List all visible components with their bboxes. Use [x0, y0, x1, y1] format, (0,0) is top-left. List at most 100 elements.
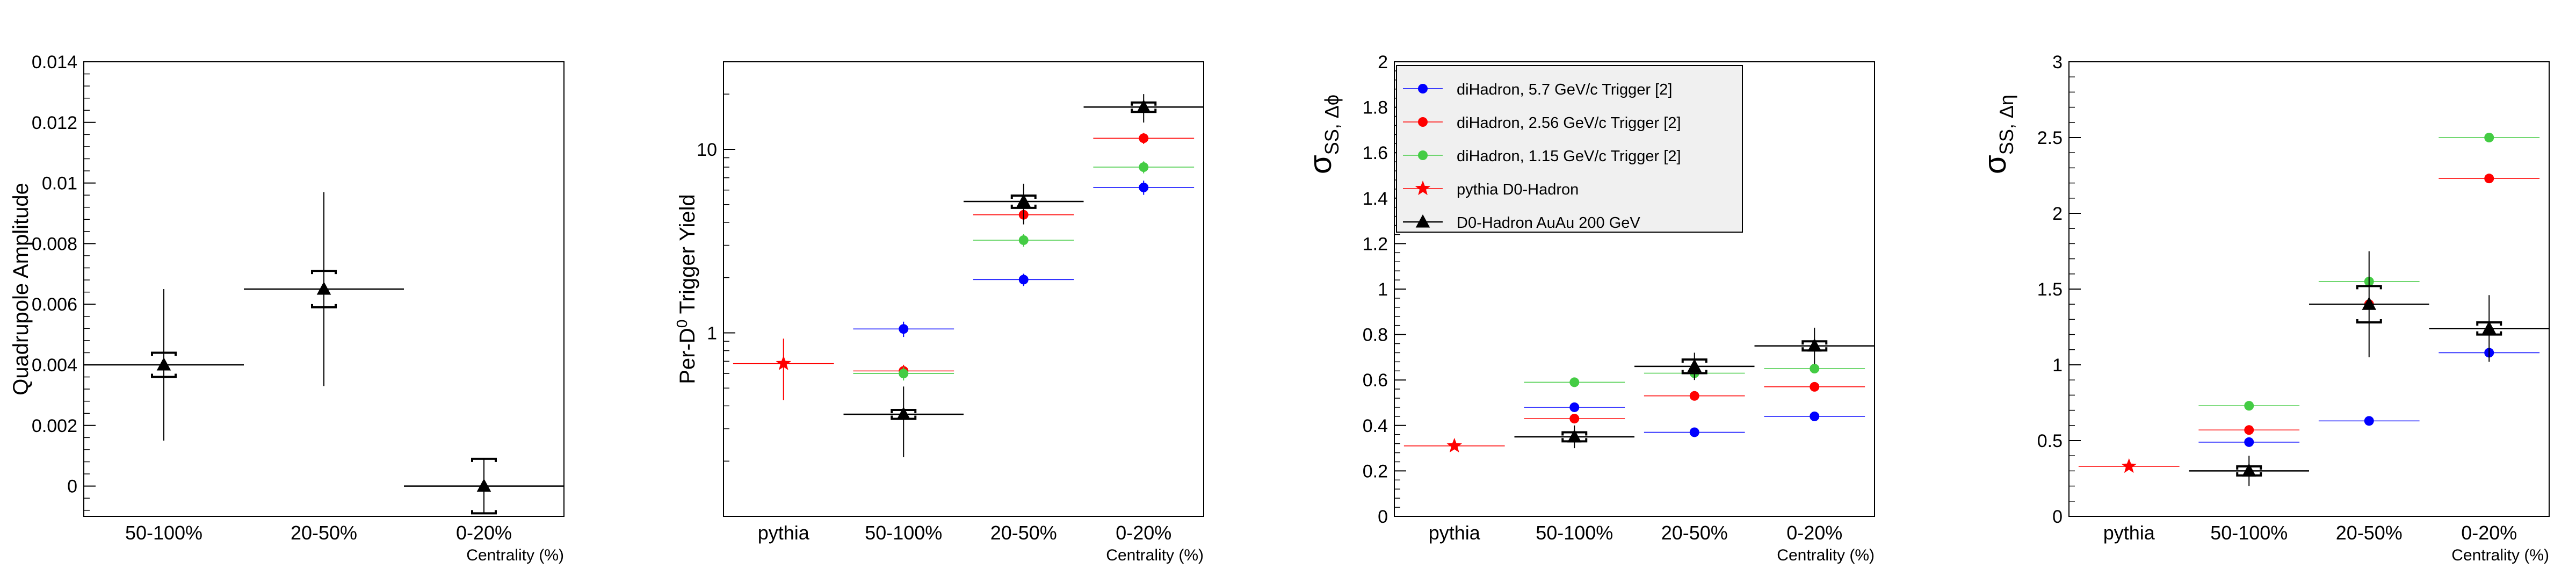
- legend: diHadron, 5.7 GeV/c Trigger [2] diHadron,…: [1396, 65, 1743, 233]
- x-category-label: 20-50%: [1661, 522, 1728, 544]
- data-point-circle: [1418, 150, 1428, 160]
- y-tick-label: 0.002: [32, 416, 77, 436]
- data-point-circle: [1139, 162, 1149, 172]
- data-point-circle: [2364, 416, 2374, 426]
- data-point-triangle: [2362, 297, 2377, 310]
- x-category-label: pythia: [2103, 522, 2155, 544]
- x-category-label: 20-50%: [990, 522, 1057, 544]
- data-point-circle: [1810, 364, 1820, 374]
- series-layer: [1403, 327, 1875, 452]
- x-category-label: 0-20%: [1786, 522, 1842, 544]
- x-category-label: 20-50%: [2336, 522, 2403, 544]
- data-point-triangle: [156, 357, 171, 371]
- y-tick-label: 2: [1378, 52, 1388, 73]
- x-categories: pythia 50-100% 20-50% 0-20%: [758, 522, 1172, 544]
- y-tick-label: 1: [707, 323, 717, 343]
- data-point-star: [1446, 437, 1462, 452]
- legend-box: [1396, 65, 1743, 233]
- y-tick-label: 0.6: [1363, 370, 1388, 391]
- y-ticks: 0 0.002 0.004 0.006 0.008 0.01 0.012 0.014: [32, 52, 96, 511]
- plot-frame: [723, 61, 1204, 517]
- x-category-label: pythia: [1429, 522, 1481, 544]
- data-point-star: [2121, 458, 2137, 473]
- sys-error-bracket: [471, 457, 497, 515]
- data-point-circle: [1810, 381, 1820, 392]
- data-point-circle: [1810, 411, 1820, 421]
- y-tick-label: 0.004: [32, 355, 77, 376]
- x-category-label: 50-100%: [125, 522, 202, 544]
- data-point-circle: [2244, 401, 2254, 411]
- x-categories: pythia 50-100% 20-50% 0-20%: [1429, 522, 1843, 544]
- legend-label: diHadron, 1.15 GeV/c Trigger [2]: [1457, 148, 1681, 165]
- data-point-triangle: [476, 478, 491, 492]
- data-point-circle: [1018, 275, 1029, 285]
- y-axis-title: Per-D0 Trigger Yield: [674, 194, 699, 384]
- x-axis-title: Centrality (%): [2451, 546, 2549, 564]
- data-point-circle: [1418, 117, 1428, 127]
- panel-sigma-dphi: σSS, Δϕ Centrality (%) 0 0.2 0.4 0.6 0.8 1 1.2…: [1303, 52, 1875, 564]
- x-category-label: 20-50%: [291, 522, 357, 544]
- plot-frame: [2068, 61, 2550, 517]
- legend-label: diHadron, 5.7 GeV/c Trigger [2]: [1457, 81, 1672, 98]
- data-point-circle: [1569, 402, 1580, 412]
- y-tick-label: 2: [2052, 204, 2063, 224]
- x-category-label: 0-20%: [1116, 522, 1171, 544]
- y-tick-label: 0.4: [1363, 416, 1388, 436]
- data-point-circle: [1569, 414, 1580, 424]
- data-point-circle: [1018, 235, 1029, 245]
- x-categories: pythia 50-100% 20-50% 0-20%: [2103, 522, 2517, 544]
- panel-quadrupole: Quadrupole Amplitude Centrality (%) 0 0.0…: [9, 52, 565, 564]
- panel-trigger-yield: Per-D0 Trigger Yield Centrality (%) 110 …: [674, 61, 1204, 564]
- y-tick-label: 0: [1378, 507, 1388, 527]
- panel-sigma-deta: σSS, Δη Centrality (%) 0 0.5 1 1.5 2 2.5 3 pyt…: [1978, 52, 2550, 564]
- x-category-label: 0-20%: [2461, 522, 2517, 544]
- x-axis-title: Centrality (%): [1777, 546, 1875, 564]
- data-point-triangle: [1415, 214, 1430, 228]
- y-tick-label: 1: [2052, 355, 2063, 376]
- y-tick-label: 1.6: [1363, 143, 1388, 163]
- y-tick-label: 1.4: [1363, 189, 1388, 209]
- data-point-circle: [1689, 391, 1699, 401]
- x-category-label: 50-100%: [865, 522, 942, 544]
- sys-error-bracket: [2356, 285, 2382, 324]
- x-axis-title: Centrality (%): [466, 546, 564, 564]
- data-point-triangle: [1807, 338, 1822, 352]
- legend-label: diHadron, 2.56 GeV/c Trigger [2]: [1457, 114, 1681, 132]
- y-tick-label: 0.2: [1363, 461, 1388, 481]
- y-axis-title: σSS, Δη: [1978, 95, 2017, 174]
- data-point-triangle: [1567, 429, 1582, 443]
- data-point-circle: [2484, 174, 2494, 184]
- legend-label: pythia D0-Hadron: [1457, 181, 1579, 198]
- data-point-triangle: [2241, 463, 2256, 477]
- y-tick-label: 0.5: [2037, 431, 2063, 451]
- y-tick-label: 0.012: [32, 113, 77, 133]
- y-tick-label: 0.008: [32, 234, 77, 254]
- y-tick-label: 1.2: [1363, 234, 1388, 254]
- legend-label: D0-Hadron AuAu 200 GeV: [1457, 214, 1640, 232]
- y-tick-label: 0.01: [42, 174, 77, 194]
- data-point-triangle: [1136, 99, 1151, 113]
- y-ticks: 1 10: [697, 93, 735, 462]
- data-point-star: [776, 355, 791, 370]
- y-tick-label: 0: [2052, 507, 2063, 527]
- y-tick-label: 1.5: [2037, 279, 2063, 300]
- x-categories: 50-100% 20-50% 0-20%: [125, 522, 512, 544]
- data-point-circle: [899, 324, 909, 334]
- x-axis-title: Centrality (%): [1106, 546, 1204, 564]
- data-point-triangle: [2481, 321, 2497, 334]
- x-category-label: pythia: [758, 522, 810, 544]
- data-point-triangle: [1016, 193, 1031, 207]
- data-point-circle: [2244, 437, 2254, 447]
- data-point-circle: [1689, 427, 1699, 437]
- sys-error-bracket: [151, 351, 177, 378]
- x-category-label: 0-20%: [456, 522, 512, 544]
- data-point-circle: [1569, 377, 1580, 387]
- data-point-star: [1415, 181, 1431, 196]
- x-category-label: 50-100%: [1536, 522, 1613, 544]
- sys-error-bracket: [311, 270, 337, 308]
- y-tick-label: 3: [2052, 52, 2063, 73]
- x-category-label: 50-100%: [2210, 522, 2288, 544]
- y-tick-label: 1: [1378, 279, 1388, 300]
- y-tick-label: 2.5: [2037, 128, 2063, 148]
